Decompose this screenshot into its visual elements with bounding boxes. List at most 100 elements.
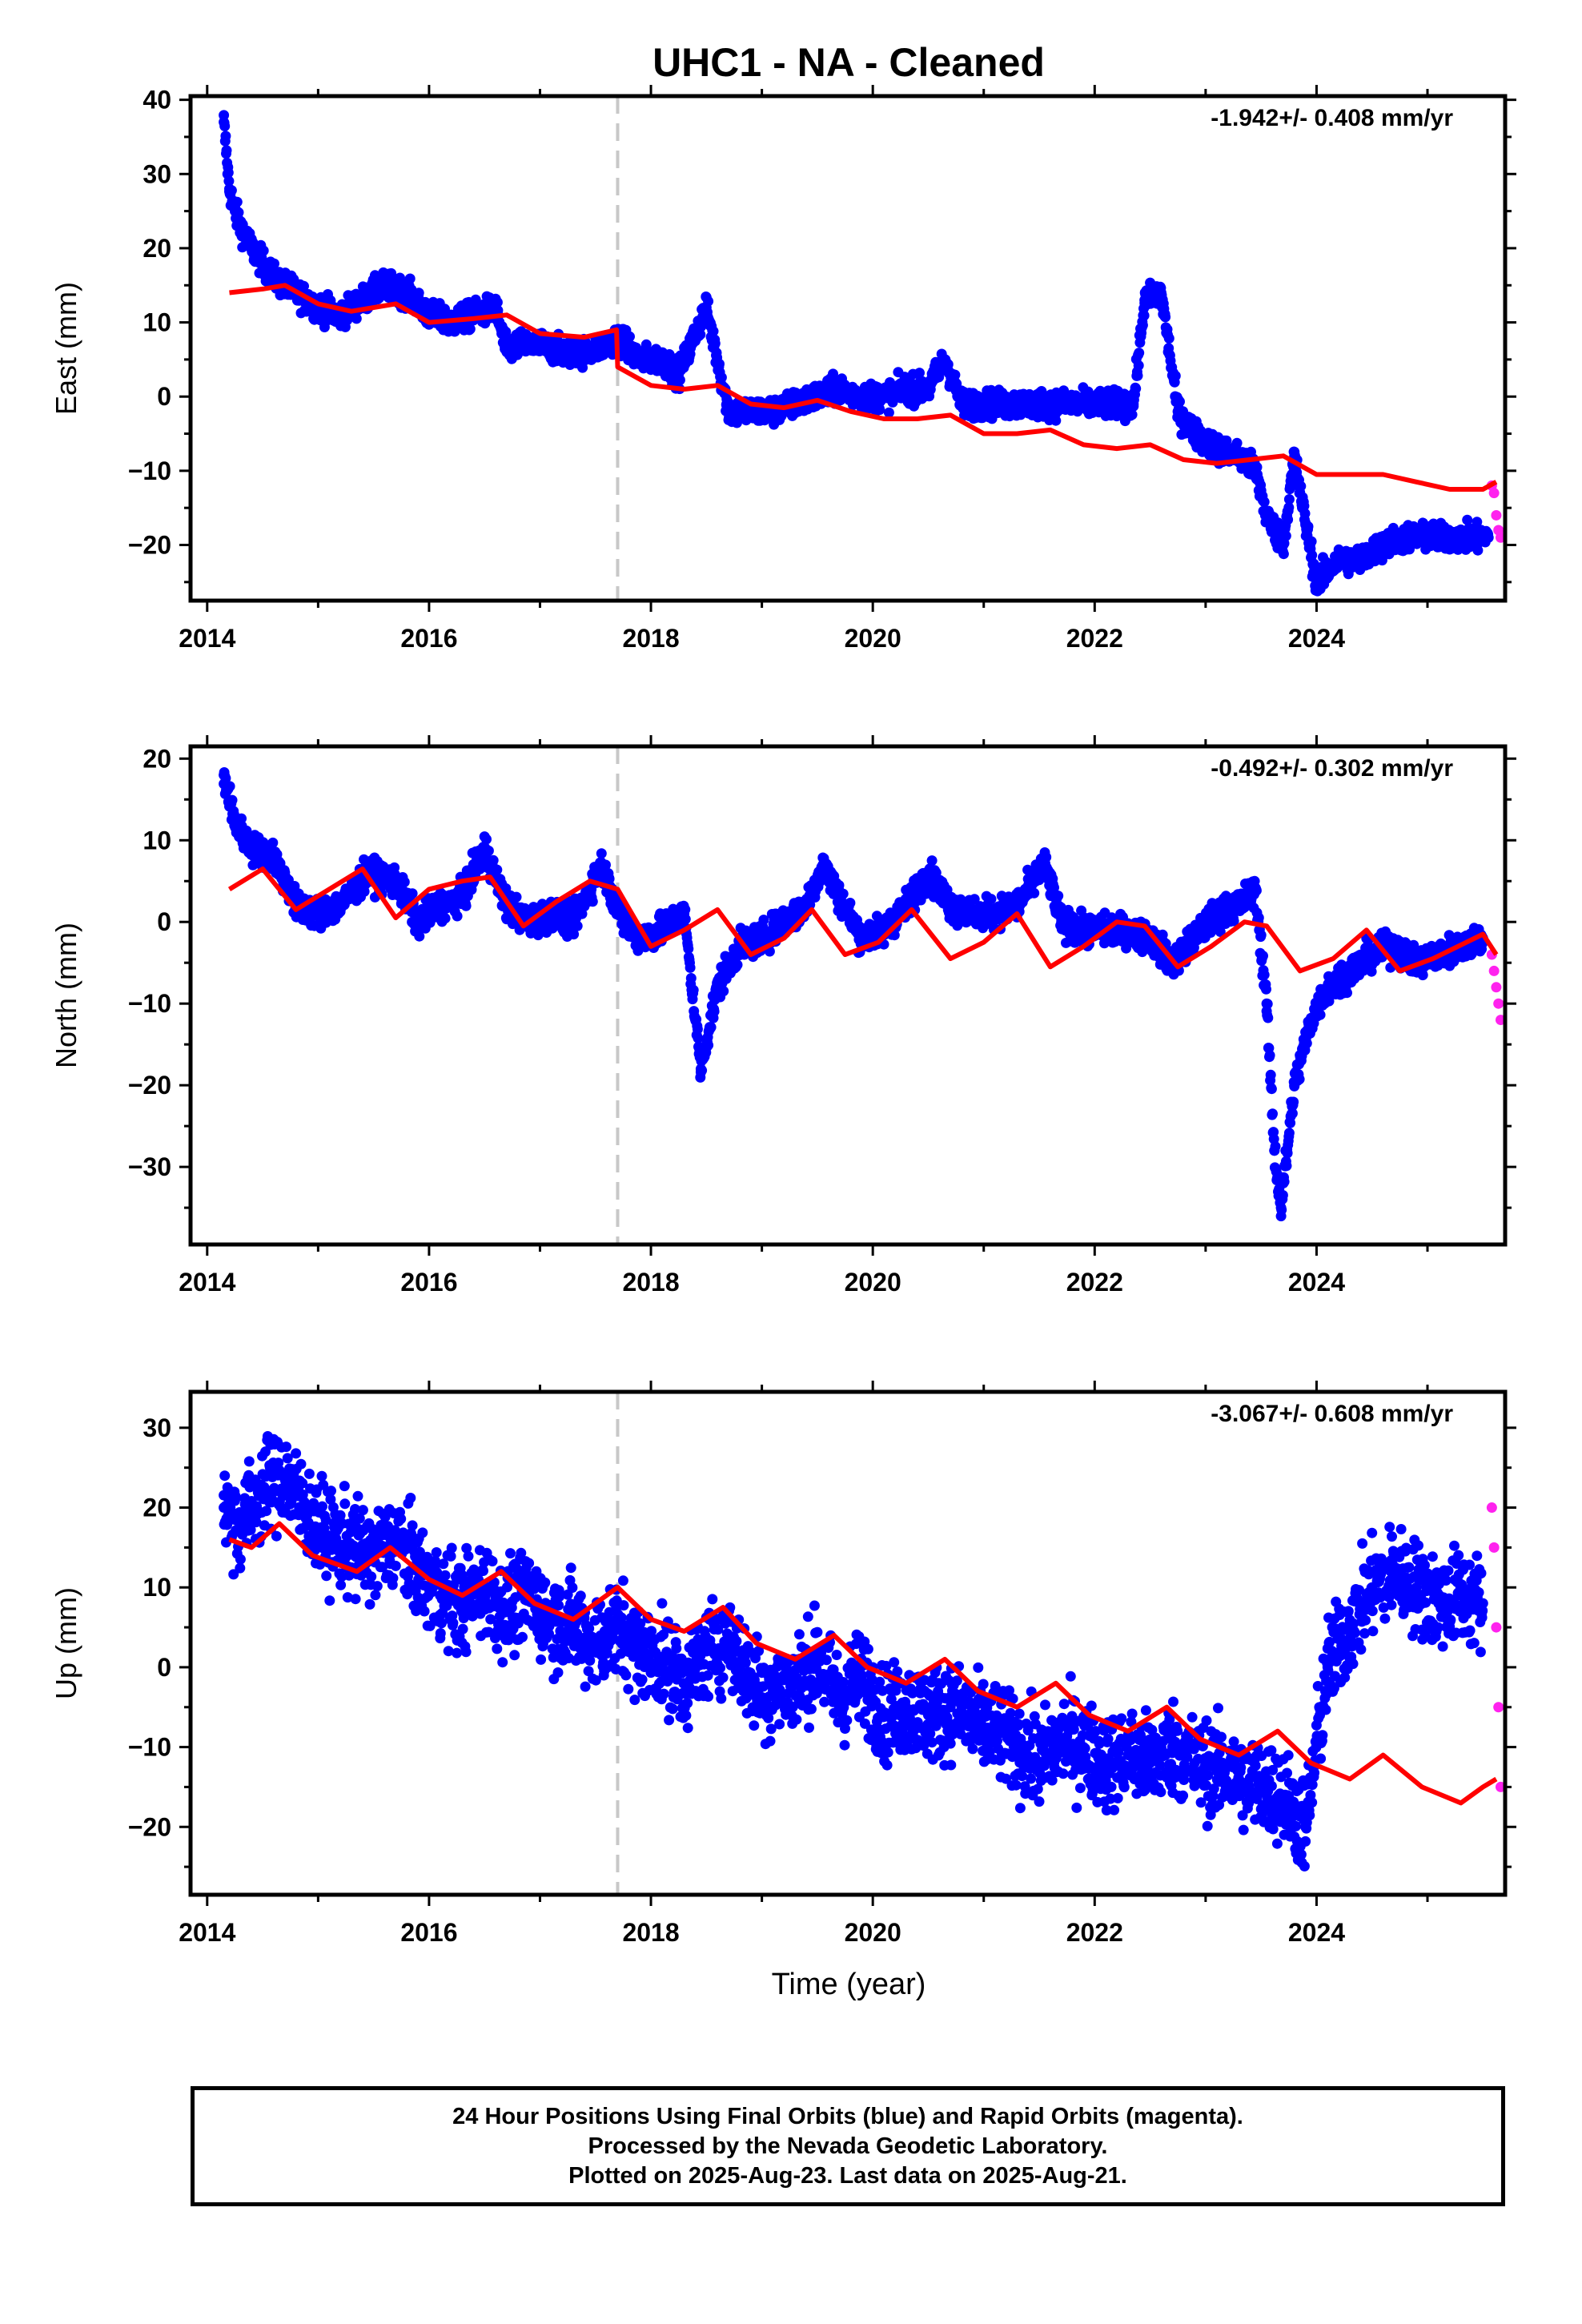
final-orbit-point [267, 837, 279, 848]
final-orbit-point [714, 359, 725, 369]
final-orbit-point [1050, 415, 1062, 426]
final-orbit-point [1134, 348, 1145, 359]
final-orbit-point [395, 272, 405, 283]
panels: 2014 2016 2018 2020 2022 2024−20−10010203040E… [50, 85, 1516, 1947]
final-orbit-point [874, 404, 885, 416]
final-orbit-point [460, 900, 472, 911]
panel-north: 2014 2016 2018 2020 2022 2024−30−20−1001020No… [50, 735, 1516, 1297]
final-orbit-point [1307, 549, 1318, 561]
y-tick-label: 10 [143, 308, 171, 337]
final-orbit-point [227, 794, 238, 806]
final-orbit-point [1053, 891, 1064, 902]
final-orbit-point [1231, 437, 1243, 448]
final-orbit-point [845, 898, 856, 908]
final-orbit-point [596, 848, 607, 859]
data-layer [219, 767, 1505, 1222]
final-orbit-point [236, 813, 247, 824]
final-orbit-point [1138, 310, 1150, 321]
final-orbit-point [600, 859, 611, 870]
final-orbit-point [1376, 555, 1387, 566]
final-orbit-point [693, 1032, 704, 1043]
final-orbit-point [1259, 497, 1270, 508]
final-orbit-point [407, 888, 418, 899]
final-orbit-point [883, 407, 894, 418]
final-orbit-point [950, 369, 961, 380]
final-orbit-point [1306, 536, 1317, 547]
final-orbit-point [969, 894, 980, 905]
final-orbit-point [685, 962, 696, 973]
final-orbit-point [1041, 851, 1052, 862]
final-orbit-point [1483, 529, 1494, 540]
x-tick-label: 2024 [1288, 624, 1345, 653]
final-orbit-point [572, 920, 583, 931]
velocity-annotation: -1.942+/- 0.408 mm/yr [1211, 105, 1453, 131]
x-tick-label: 2020 [845, 624, 901, 653]
x-axis-label: Time (year) [772, 1968, 926, 2001]
final-orbit-point [695, 329, 706, 340]
final-orbit-point [1462, 514, 1473, 525]
final-orbit-point [1029, 887, 1040, 899]
final-orbit-point [221, 145, 232, 156]
x-tick-label: 2014 [179, 624, 235, 653]
rapid-orbit-point [1491, 509, 1502, 521]
final-orbit-point [837, 888, 849, 899]
final-orbit-point [269, 258, 279, 269]
final-orbit-point [703, 1039, 714, 1051]
plot-frame [188, 94, 1508, 603]
final-orbit-point [674, 375, 685, 385]
final-orbit-point [978, 923, 989, 934]
final-orbit-point [705, 1022, 717, 1033]
final-orbit-point [483, 845, 494, 856]
final-orbit-point [1133, 360, 1144, 371]
x-tick-label: 2016 [400, 624, 457, 653]
final-orbit-point [692, 1023, 703, 1035]
final-orbit-point [1132, 370, 1143, 381]
final-orbit-point [709, 338, 721, 349]
final-orbit-point [474, 863, 485, 875]
final-orbit-point [889, 930, 900, 941]
panel-east: 2014 2016 2018 2020 2022 2024−20−10010203040E… [50, 85, 1516, 653]
final-orbit-point [219, 110, 230, 121]
final-orbit-point [223, 175, 235, 187]
model-line [229, 283, 1498, 492]
final-orbit-point [680, 914, 691, 925]
final-orbit-point [258, 245, 269, 256]
final-orbit-point [511, 891, 522, 903]
final-orbit-point [833, 880, 845, 891]
y-tick-label: 40 [143, 86, 171, 115]
y-axis-label: East (mm) [50, 282, 82, 415]
final-orbit-point [587, 896, 598, 907]
rapid-orbit-point [1495, 532, 1505, 543]
final-orbit-point [1299, 508, 1311, 519]
final-orbit-point [683, 943, 694, 955]
final-orbit-point [1160, 312, 1171, 323]
final-orbit-point [828, 368, 838, 380]
final-orbit-point [223, 167, 234, 179]
y-tick-label: 0 [157, 382, 171, 411]
final-orbit-point [220, 131, 231, 142]
x-tick-label: 2018 [622, 624, 679, 653]
final-orbit-point [1163, 333, 1174, 344]
final-orbit-point [299, 280, 309, 292]
final-orbit-point [708, 326, 719, 337]
y-tick-label: −20 [128, 531, 171, 560]
final-orbit-point [1299, 501, 1310, 512]
final-orbit-point [241, 825, 252, 836]
final-orbit-point [568, 929, 580, 940]
final-orbit-point [1472, 545, 1484, 556]
final-orbit-point [351, 313, 362, 324]
final-orbit-point [1280, 530, 1291, 541]
final-orbit-point [688, 984, 699, 995]
final-orbit-point [404, 273, 416, 284]
final-orbit-point [233, 207, 244, 218]
final-orbit-point [640, 339, 652, 350]
final-orbit-point [492, 297, 503, 308]
final-orbit-point [1283, 502, 1295, 513]
final-orbit-point [926, 855, 938, 866]
final-orbit-point [718, 986, 729, 997]
final-orbit-point [1283, 514, 1294, 525]
final-orbit-point [413, 287, 424, 299]
y-tick-label: 20 [143, 234, 171, 263]
final-orbit-point [1283, 494, 1295, 505]
final-orbit-point [1174, 396, 1185, 407]
